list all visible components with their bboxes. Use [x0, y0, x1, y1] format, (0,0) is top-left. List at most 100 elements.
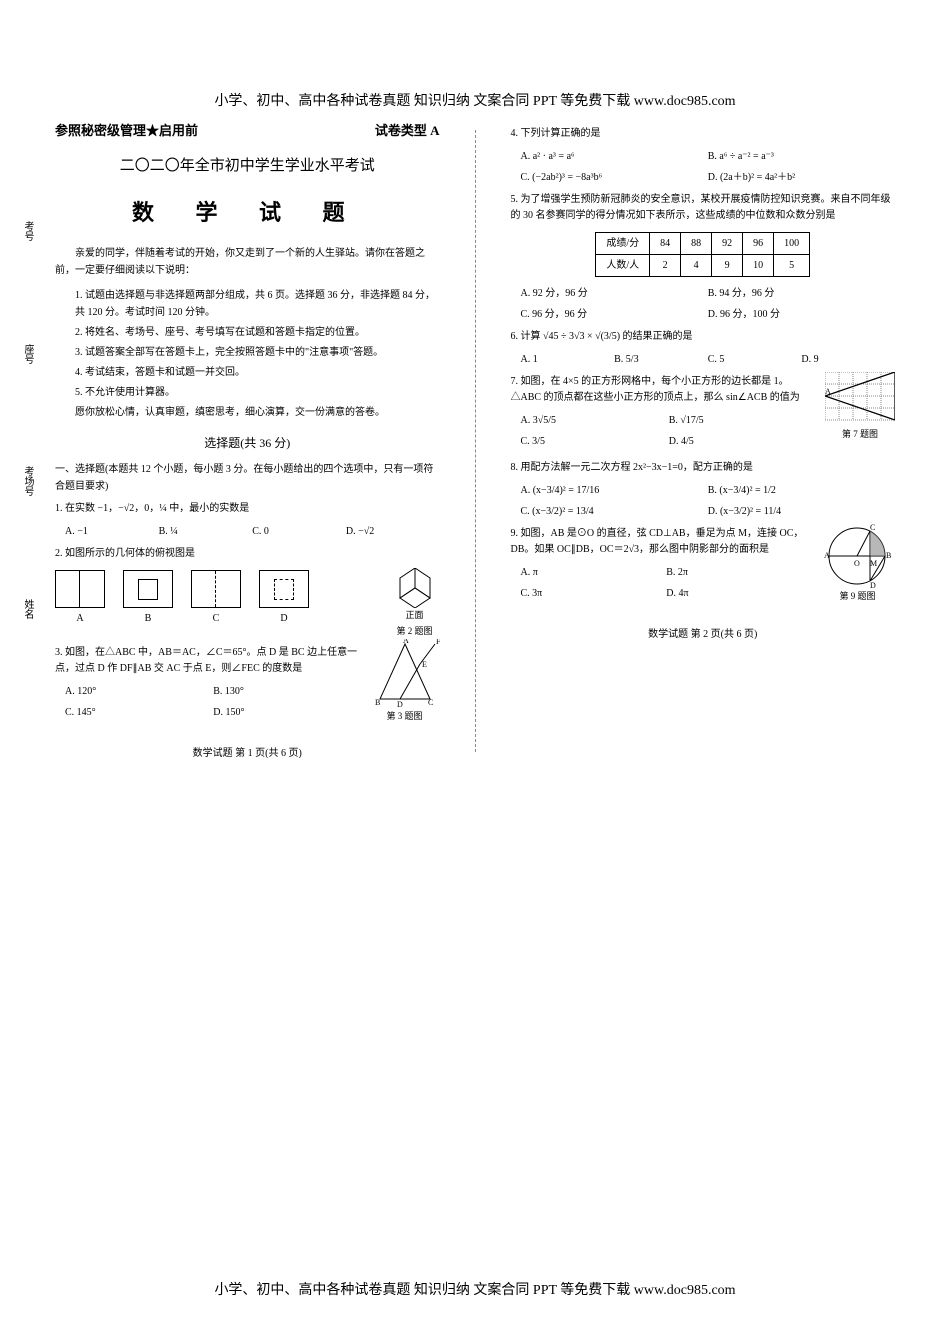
greeting-text: 亲爱的同学，伴随着考试的开始，你又走到了一个新的人生驿站。请你在答题之前，一定要…: [55, 245, 440, 279]
rule-4: 4. 考试结束，答题卡和试题一并交回。: [75, 364, 440, 381]
q5-c: C. 96 分，96 分: [521, 306, 708, 323]
q3-triangle-icon: A B C D E F: [370, 639, 440, 709]
q6-d: D. 9: [801, 351, 895, 368]
svg-text:O: O: [854, 559, 860, 568]
q8-options-2: C. (x−3/2)² = 13/4 D. (x−3/2)² = 11/4: [521, 503, 896, 520]
exam-title: 二〇二〇年全市初中学生学业水平考试: [55, 154, 440, 180]
binding-labels: 考号 座号 考场号 姓名: [20, 170, 35, 670]
table-row: 成绩/分 84 88 92 96 100: [596, 233, 810, 255]
q5-d: D. 96 分，100 分: [708, 306, 895, 323]
svg-text:C: C: [428, 698, 433, 707]
q2-front-label: 正面: [390, 608, 440, 623]
q7-options-1: A. 3√5/5 B. √17/5: [521, 412, 818, 429]
page2-footer: 数学试题 第 2 页(共 6 页): [511, 626, 896, 643]
q7-d: D. 4/5: [669, 433, 817, 450]
q2-solid-icon: [390, 568, 440, 608]
q8-b: B. (x−3/4)² = 1/2: [708, 482, 895, 499]
q3-fig-caption: 第 3 题图: [370, 709, 440, 724]
q8-options-1: A. (x−3/4)² = 17/16 B. (x−3/4)² = 1/2: [521, 482, 896, 499]
rule-2: 2. 将姓名、考场号、座号、考号填写在试题和答题卡指定的位置。: [75, 324, 440, 341]
q9-options-2: C. 3π D. 4π: [521, 585, 813, 602]
q4-d: D. (2a＋b)² = 4a²＋b²: [708, 169, 895, 186]
q5-a: A. 92 分，96 分: [521, 285, 708, 302]
q8-a: A. (x−3/4)² = 17/16: [521, 482, 708, 499]
q9-b: B. 2π: [666, 564, 812, 581]
table-cell: 4: [681, 255, 712, 277]
table-cell: 2: [650, 255, 681, 277]
side-label-2: 座号: [20, 344, 35, 364]
rule-1: 1. 试题由选择题与非选择题两部分组成，共 6 页。选择题 36 分，非选择题 …: [75, 287, 440, 321]
q3-options-2: C. 145° D. 150°: [65, 704, 362, 721]
svg-text:A: A: [403, 639, 409, 645]
table-cell: 100: [774, 233, 810, 255]
q3-b: B. 130°: [213, 683, 361, 700]
q8-d: D. (x−3/2)² = 11/4: [708, 503, 895, 520]
q7-a: A. 3√5/5: [521, 412, 669, 429]
q3-options-1: A. 120° B. 130°: [65, 683, 362, 700]
table-cell: 92: [712, 233, 743, 255]
q7-c: C. 3/5: [521, 433, 669, 450]
q1-a: A. −1: [65, 523, 159, 540]
q9-fig-caption: 第 9 题图: [820, 589, 895, 604]
page1-footer: 数学试题 第 1 页(共 6 页): [55, 745, 440, 762]
q2-opt-a: A: [55, 570, 105, 627]
side-label-3: 考场号: [20, 466, 35, 496]
q4-a: A. a² · a³ = a⁶: [521, 148, 708, 165]
page-footer: 小学、初中、高中各种试卷真题 知识归纳 文案合同 PPT 等免费下载 www.d…: [0, 1279, 950, 1299]
table-cell: 96: [743, 233, 774, 255]
q2-opt-c: C: [191, 570, 241, 627]
q6-b: B. 5/3: [614, 351, 708, 368]
q1-d: D. −√2: [346, 523, 440, 540]
q2-label-b: B: [123, 610, 173, 627]
q9-c: C. 3π: [521, 585, 667, 602]
column-divider: [475, 130, 476, 752]
q4-text: 4. 下列计算正确的是: [511, 126, 896, 142]
table-cell: 5: [774, 255, 810, 277]
wish-text: 愿你放松心情，认真审题，缜密思考，细心演算，交一份满意的答卷。: [55, 404, 440, 421]
left-column: 参照秘密级管理★启用前 试卷类型 A 二〇二〇年全市初中学生学业水平考试 数 学…: [45, 120, 450, 762]
table-header-1: 成绩/分: [596, 233, 650, 255]
q7-fig-caption: 第 7 题图: [825, 427, 895, 442]
q2-options-figs: A B C D: [55, 570, 382, 627]
q2-fig-caption: 第 2 题图: [390, 624, 440, 639]
svg-text:C: C: [870, 524, 875, 532]
q2-text: 2. 如图所示的几何体的俯视图是: [55, 546, 440, 562]
q5-text: 5. 为了增强学生预防新冠肺炎的安全意识，某校开展疫情防控知识竞赛。来自不同年级…: [511, 192, 896, 224]
svg-text:D: D: [870, 581, 876, 589]
svg-text:D: D: [397, 700, 403, 709]
q2-opt-d: D: [259, 570, 309, 627]
svg-text:M: M: [870, 559, 877, 568]
q1-c: C. 0: [252, 523, 346, 540]
q5-options-1: A. 92 分，96 分 B. 94 分，96 分: [521, 285, 896, 302]
q1-options: A. −1 B. ¼ C. 0 D. −√2: [65, 523, 440, 540]
table-cell: 84: [650, 233, 681, 255]
rule-3: 3. 试题答案全部写在答题卡上，完全按照答题卡中的"注意事项"答题。: [75, 344, 440, 361]
q1-b: B. ¼: [159, 523, 253, 540]
q5-table: 成绩/分 84 88 92 96 100 人数/人 2 4 9 10 5: [595, 232, 810, 277]
q9-figure: A B C D O M 第 9 题图: [820, 524, 895, 604]
table-cell: 9: [712, 255, 743, 277]
q8-c: C. (x−3/2)² = 13/4: [521, 503, 708, 520]
q9-d: D. 4π: [666, 585, 812, 602]
q7-options-2: C. 3/5 D. 4/5: [521, 433, 818, 450]
q4-b: B. a⁶ ÷ a⁻² = a⁻³: [708, 148, 895, 165]
table-cell: 10: [743, 255, 774, 277]
q6-text: 6. 计算 √45 ÷ 3√3 × √(3/5) 的结果正确的是: [511, 329, 896, 345]
q6-options: A. 1 B. 5/3 C. 5 D. 9: [521, 351, 896, 368]
svg-text:F: F: [436, 639, 440, 646]
svg-text:A: A: [824, 551, 830, 560]
q2-opt-b: B: [123, 570, 173, 627]
rule-5: 5. 不允许使用计算器。: [75, 384, 440, 401]
q9-options-1: A. π B. 2π: [521, 564, 813, 581]
q8-text: 8. 用配方法解一元二次方程 2x²−3x−1=0，配方正确的是: [511, 460, 896, 476]
q9-a: A. π: [521, 564, 667, 581]
q3-c: C. 145°: [65, 704, 213, 721]
paper-body: 参照秘密级管理★启用前 试卷类型 A 二〇二〇年全市初中学生学业水平考试 数 学…: [0, 120, 950, 762]
exam-subject: 数 学 试 题: [55, 194, 440, 231]
section1-title: 选择题(共 36 分): [55, 433, 440, 453]
q2-label-c: C: [191, 610, 241, 627]
q2-label-a: A: [55, 610, 105, 627]
q6-c: C. 5: [708, 351, 802, 368]
q7-figure: A B C 第 7 题图: [825, 372, 895, 442]
svg-text:B: B: [375, 698, 380, 707]
